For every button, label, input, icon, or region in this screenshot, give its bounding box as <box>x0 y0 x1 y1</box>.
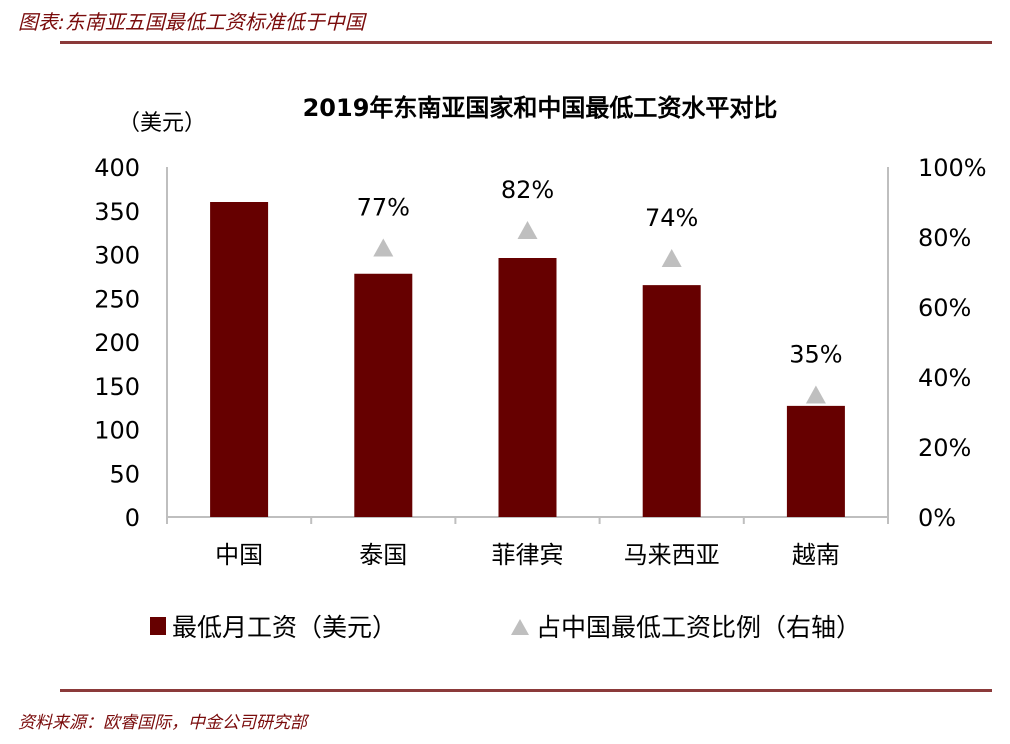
figure-title: 图表:东南亚五国最低工资标准低于中国 <box>18 10 365 34</box>
legend-triangle-swatch <box>511 619 529 635</box>
y-tick-label: 50 <box>109 460 140 488</box>
y-tick-label: 300 <box>94 242 140 270</box>
y-tick-label: 250 <box>94 285 140 313</box>
y2-tick-label: 40% <box>918 364 971 392</box>
x-tick-label: 泰国 <box>359 541 407 569</box>
ratio-data-label: 82% <box>501 176 554 204</box>
ratio-marker <box>517 221 538 239</box>
x-tick-label: 越南 <box>792 541 840 569</box>
y-axis-label: （美元） <box>118 111 206 136</box>
legend-ratio-label: 占中国最低工资比例（右轴） <box>536 613 861 642</box>
y2-tick-label: 0% <box>918 504 956 532</box>
bottom-divider <box>60 689 992 692</box>
bar <box>786 405 845 517</box>
y2-tick-label: 20% <box>918 434 971 462</box>
bar <box>642 285 701 517</box>
y2-tick-label: 100% <box>918 154 987 182</box>
ratio-marker <box>805 385 826 404</box>
y-tick-label: 150 <box>94 373 140 401</box>
y-tick-label: 100 <box>94 417 140 445</box>
ratio-marker <box>661 249 682 267</box>
y-tick-label: 350 <box>94 198 140 226</box>
y2-tick-label: 80% <box>918 224 971 252</box>
y-tick-label: 200 <box>94 329 140 357</box>
legend-bar-label: 最低月工资（美元） <box>172 613 397 642</box>
x-tick-label: 菲律宾 <box>492 541 564 569</box>
ratio-marker <box>373 238 394 257</box>
ratio-data-label: 74% <box>645 204 698 232</box>
chart-title: 2019年东南亚国家和中国最低工资水平对比 <box>303 94 778 122</box>
top-divider <box>60 41 992 44</box>
x-tick-label: 马来西亚 <box>624 541 720 569</box>
legend-bar-swatch <box>150 617 166 635</box>
bar <box>354 273 413 517</box>
ratio-data-label: 35% <box>789 341 842 369</box>
y-tick-label: 0 <box>125 504 140 532</box>
bar <box>498 258 557 517</box>
source-note: 资料来源：欧睿国际，中金公司研究部 <box>18 713 307 733</box>
y-tick-label: 400 <box>94 154 140 182</box>
ratio-data-label: 77% <box>357 194 410 222</box>
y2-tick-label: 60% <box>918 294 971 322</box>
x-tick-label: 中国 <box>215 541 263 569</box>
bar <box>210 202 269 517</box>
